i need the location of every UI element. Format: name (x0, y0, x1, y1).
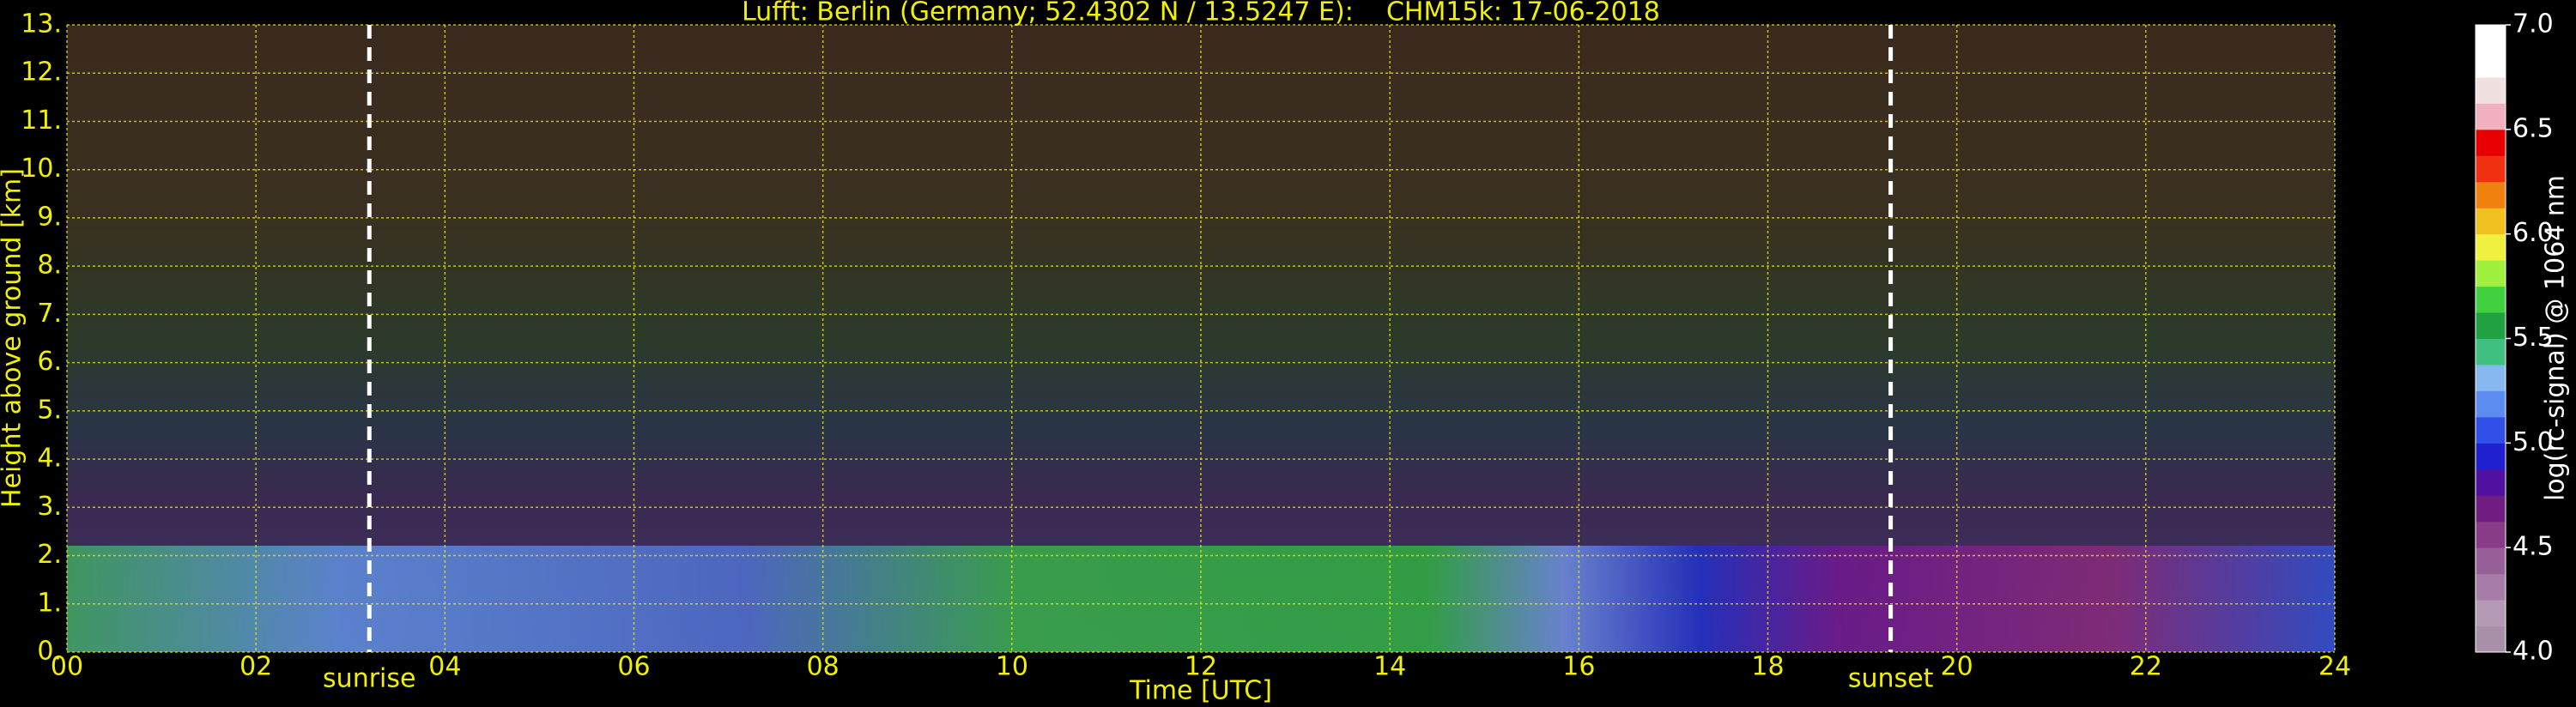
x-tick-label: 16 (1562, 652, 1595, 682)
colorbar-segment (2476, 25, 2506, 51)
y-tick-label: 8. (37, 251, 62, 281)
colorbar-segment (2476, 181, 2506, 208)
y-tick-label: 6. (37, 347, 62, 377)
x-tick-label: 02 (239, 652, 272, 682)
colorbar-segment (2476, 260, 2506, 287)
x-tick-label: 00 (51, 652, 83, 682)
colorbar-segment (2476, 51, 2506, 78)
colorbar-segment (2476, 129, 2506, 156)
colorbar-segment (2476, 208, 2506, 235)
x-tick-label: 22 (2130, 652, 2162, 682)
annotation-label: sunrise (323, 664, 415, 694)
colorbar-segment (2476, 521, 2506, 548)
colorbar-tick-label: 4.0 (2512, 637, 2554, 667)
y-tick-label: 5. (37, 395, 62, 425)
colorbar-label: log(rc-signal) @ 1064 nm (2541, 175, 2571, 501)
chart-title: Lufft: Berlin (Germany; 52.4302 N / 13.5… (742, 0, 1660, 27)
annotation-label: sunset (1848, 664, 1934, 694)
colorbar-segment (2476, 468, 2506, 496)
colorbar-tick-label: 5.5 (2512, 323, 2554, 353)
colorbar-segment (2476, 312, 2506, 339)
y-tick-label: 13. (21, 9, 62, 39)
colorbar-segment (2476, 364, 2506, 391)
colorbar-tick-label: 6.0 (2512, 218, 2554, 248)
colorbar-segment (2476, 625, 2506, 653)
x-tick-label: 18 (1751, 652, 1784, 682)
colorbar-tick-label: 4.5 (2512, 532, 2554, 562)
y-tick-label: 12. (21, 57, 62, 88)
colorbar-segment (2476, 443, 2506, 470)
x-tick-label: 04 (428, 652, 461, 682)
x-tick-label: 06 (617, 652, 650, 682)
colorbar-segment (2476, 573, 2506, 601)
colorbar-segment (2476, 286, 2506, 313)
x-tick-label: 24 (2318, 652, 2351, 682)
colorbar-segment (2476, 390, 2506, 418)
y-tick-label: 1. (37, 588, 62, 618)
y-tick-label: 2. (37, 540, 62, 570)
colorbar-segment (2476, 416, 2506, 444)
y-tick-label: 9. (37, 202, 62, 232)
x-tick-label: 14 (1373, 652, 1406, 682)
y-tick-label: 10. (21, 154, 62, 184)
y-axis-label: Height above ground [km] (0, 168, 27, 508)
colorbar-segment (2476, 103, 2506, 130)
x-axis-label: Time [UTC] (1129, 676, 1272, 706)
colorbar-segment (2476, 155, 2506, 183)
x-tick-label: 20 (1941, 652, 1973, 682)
colorbar-segment (2476, 495, 2506, 523)
x-tick-label: 08 (807, 652, 839, 682)
grid (66, 24, 2336, 653)
colorbar-segment (2476, 233, 2506, 261)
colorbar-tick-label: 6.5 (2512, 113, 2554, 143)
x-tick-label: 12 (1185, 652, 1217, 682)
colorbar-segment (2476, 338, 2506, 366)
y-tick-label: 4. (37, 444, 62, 474)
y-tick-label: 7. (37, 299, 62, 329)
colorbar-segment (2476, 76, 2506, 104)
colorbar-tick-label: 5.0 (2512, 427, 2554, 457)
colorbar-segment (2476, 600, 2506, 627)
colorbar-segment (2476, 547, 2506, 575)
x-tick-label: 10 (996, 652, 1028, 682)
y-tick-label: 11. (21, 106, 62, 136)
colorbar-tick-label: 7.0 (2512, 9, 2554, 39)
y-tick-label: 3. (37, 492, 62, 522)
y-tick-label: 0. (37, 637, 62, 667)
